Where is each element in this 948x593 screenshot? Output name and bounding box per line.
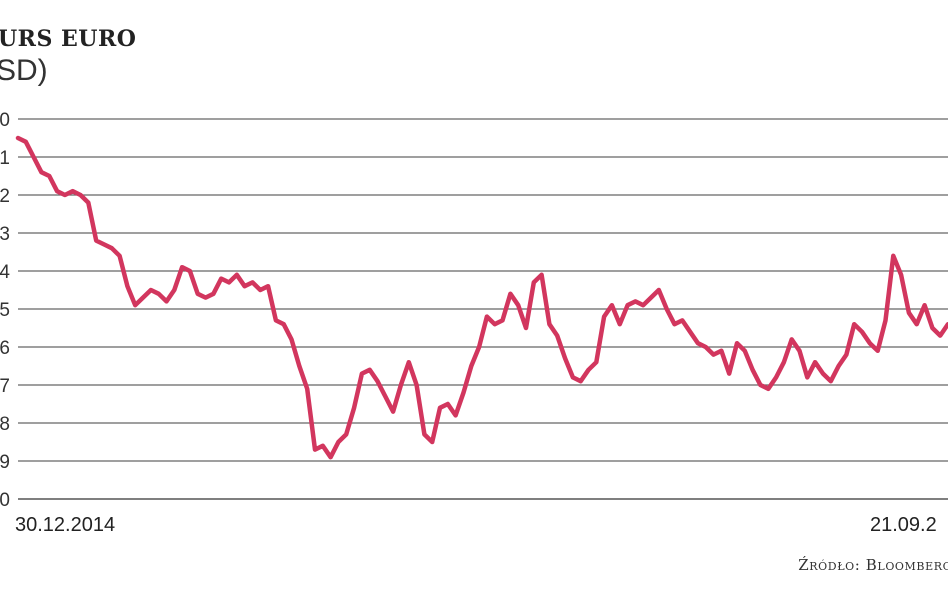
series-line [15, 135, 948, 460]
y-tick-label: 0 [0, 110, 10, 131]
y-tick-label: 3 [0, 224, 10, 245]
y-tick-label: 9 [0, 452, 10, 473]
x-tick-label: 30.12.2014 [15, 514, 115, 536]
y-tick-label: 6 [0, 338, 10, 359]
y-tick-label: 2 [0, 186, 10, 207]
chart-title: URS EURO [0, 26, 137, 52]
source-note: Źródło: Bloomberg [798, 556, 948, 574]
y-axis-ticks: 0 1 2 3 4 5 6 7 8 9 0 [0, 110, 10, 511]
y-tick-label: 8 [0, 414, 10, 435]
y-tick-label: 7 [0, 376, 10, 397]
y-tick-label: 5 [0, 300, 10, 321]
y-tick-label: 4 [0, 262, 10, 283]
chart-subtitle: SD) [0, 54, 48, 87]
x-axis-ticks: 30.12.2014 21.09.2 [15, 514, 937, 536]
y-tick-label: 0 [0, 490, 10, 511]
series-layer [15, 135, 948, 460]
chart-grid [18, 118, 948, 500]
x-tick-label: 21.09.2 [870, 514, 937, 536]
y-tick-label: 1 [0, 148, 10, 169]
